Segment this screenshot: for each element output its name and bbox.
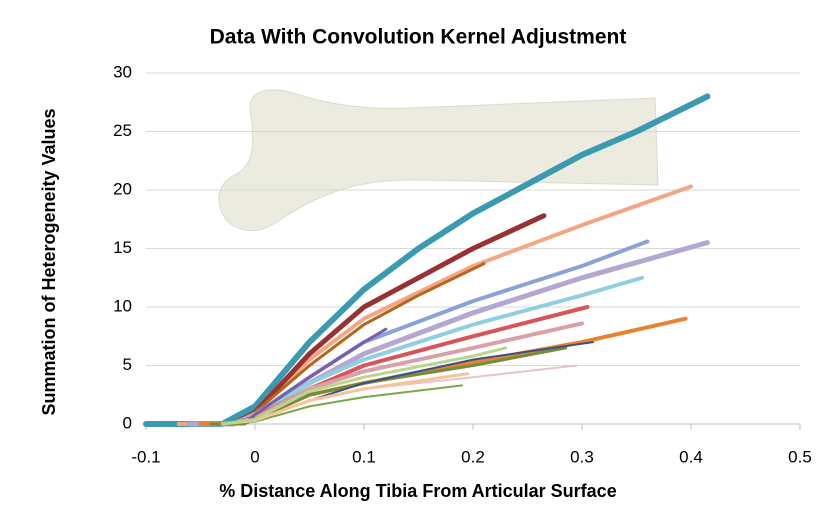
y-tick-label: 10 bbox=[113, 296, 132, 315]
y-tick-label: 20 bbox=[113, 179, 132, 198]
x-axis-label: % Distance Along Tibia From Articular Su… bbox=[219, 481, 616, 501]
y-tick-label: 30 bbox=[113, 62, 132, 81]
y-tick-label: 0 bbox=[123, 413, 132, 432]
x-tick-label: 0.4 bbox=[679, 447, 703, 466]
x-tick-label: 0.2 bbox=[461, 447, 485, 466]
chart-title: Data With Convolution Kernel Adjustment bbox=[210, 26, 627, 49]
x-tick-label: 0.1 bbox=[352, 447, 376, 466]
x-tick-label: 0.3 bbox=[570, 447, 594, 466]
y-axis-label: Summation of Heterogeneity Values bbox=[39, 108, 59, 415]
x-tick-label: 0.5 bbox=[788, 447, 812, 466]
y-tick-label: 15 bbox=[113, 238, 132, 257]
x-tick-label: 0 bbox=[250, 447, 259, 466]
chart: Data With Convolution Kernel Adjustment … bbox=[0, 0, 820, 507]
x-tick-label: -0.1 bbox=[131, 447, 160, 466]
y-tick-label: 5 bbox=[123, 355, 132, 374]
y-tick-label: 25 bbox=[113, 121, 132, 140]
bone-illustration bbox=[219, 90, 658, 231]
